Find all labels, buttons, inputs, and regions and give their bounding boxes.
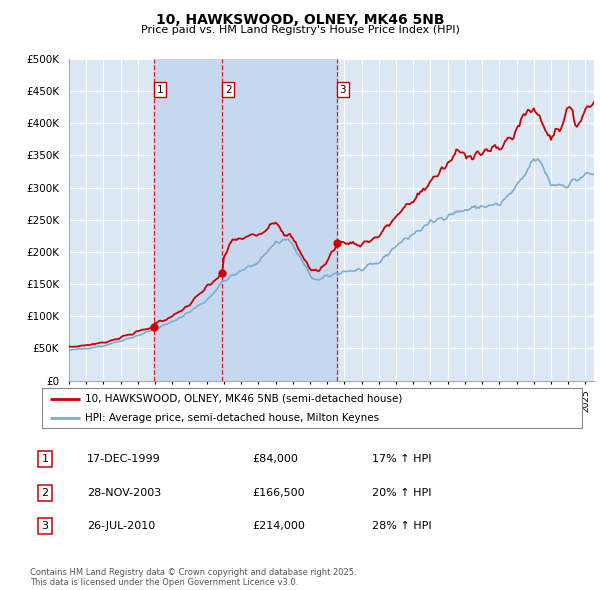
Text: HPI: Average price, semi-detached house, Milton Keynes: HPI: Average price, semi-detached house,… xyxy=(85,413,379,422)
Text: 17% ↑ HPI: 17% ↑ HPI xyxy=(372,454,431,464)
Text: 3: 3 xyxy=(41,522,49,531)
Text: 3: 3 xyxy=(340,84,346,94)
Text: Price paid vs. HM Land Registry's House Price Index (HPI): Price paid vs. HM Land Registry's House … xyxy=(140,25,460,35)
Text: 20% ↑ HPI: 20% ↑ HPI xyxy=(372,488,431,497)
Text: 26-JUL-2010: 26-JUL-2010 xyxy=(87,522,155,531)
Text: 17-DEC-1999: 17-DEC-1999 xyxy=(87,454,161,464)
Text: 10, HAWKSWOOD, OLNEY, MK46 5NB: 10, HAWKSWOOD, OLNEY, MK46 5NB xyxy=(156,13,444,27)
Text: Contains HM Land Registry data © Crown copyright and database right 2025.
This d: Contains HM Land Registry data © Crown c… xyxy=(30,568,356,587)
Text: 2: 2 xyxy=(225,84,232,94)
Bar xyxy=(154,59,223,381)
Text: 28% ↑ HPI: 28% ↑ HPI xyxy=(372,522,431,531)
Text: £214,000: £214,000 xyxy=(252,522,305,531)
Text: £166,500: £166,500 xyxy=(252,488,305,497)
Text: 28-NOV-2003: 28-NOV-2003 xyxy=(87,488,161,497)
Text: 1: 1 xyxy=(157,84,164,94)
Bar xyxy=(223,59,337,381)
Text: £84,000: £84,000 xyxy=(252,454,298,464)
Text: 10, HAWKSWOOD, OLNEY, MK46 5NB (semi-detached house): 10, HAWKSWOOD, OLNEY, MK46 5NB (semi-det… xyxy=(85,394,403,404)
Text: 1: 1 xyxy=(41,454,49,464)
Text: 2: 2 xyxy=(41,488,49,497)
